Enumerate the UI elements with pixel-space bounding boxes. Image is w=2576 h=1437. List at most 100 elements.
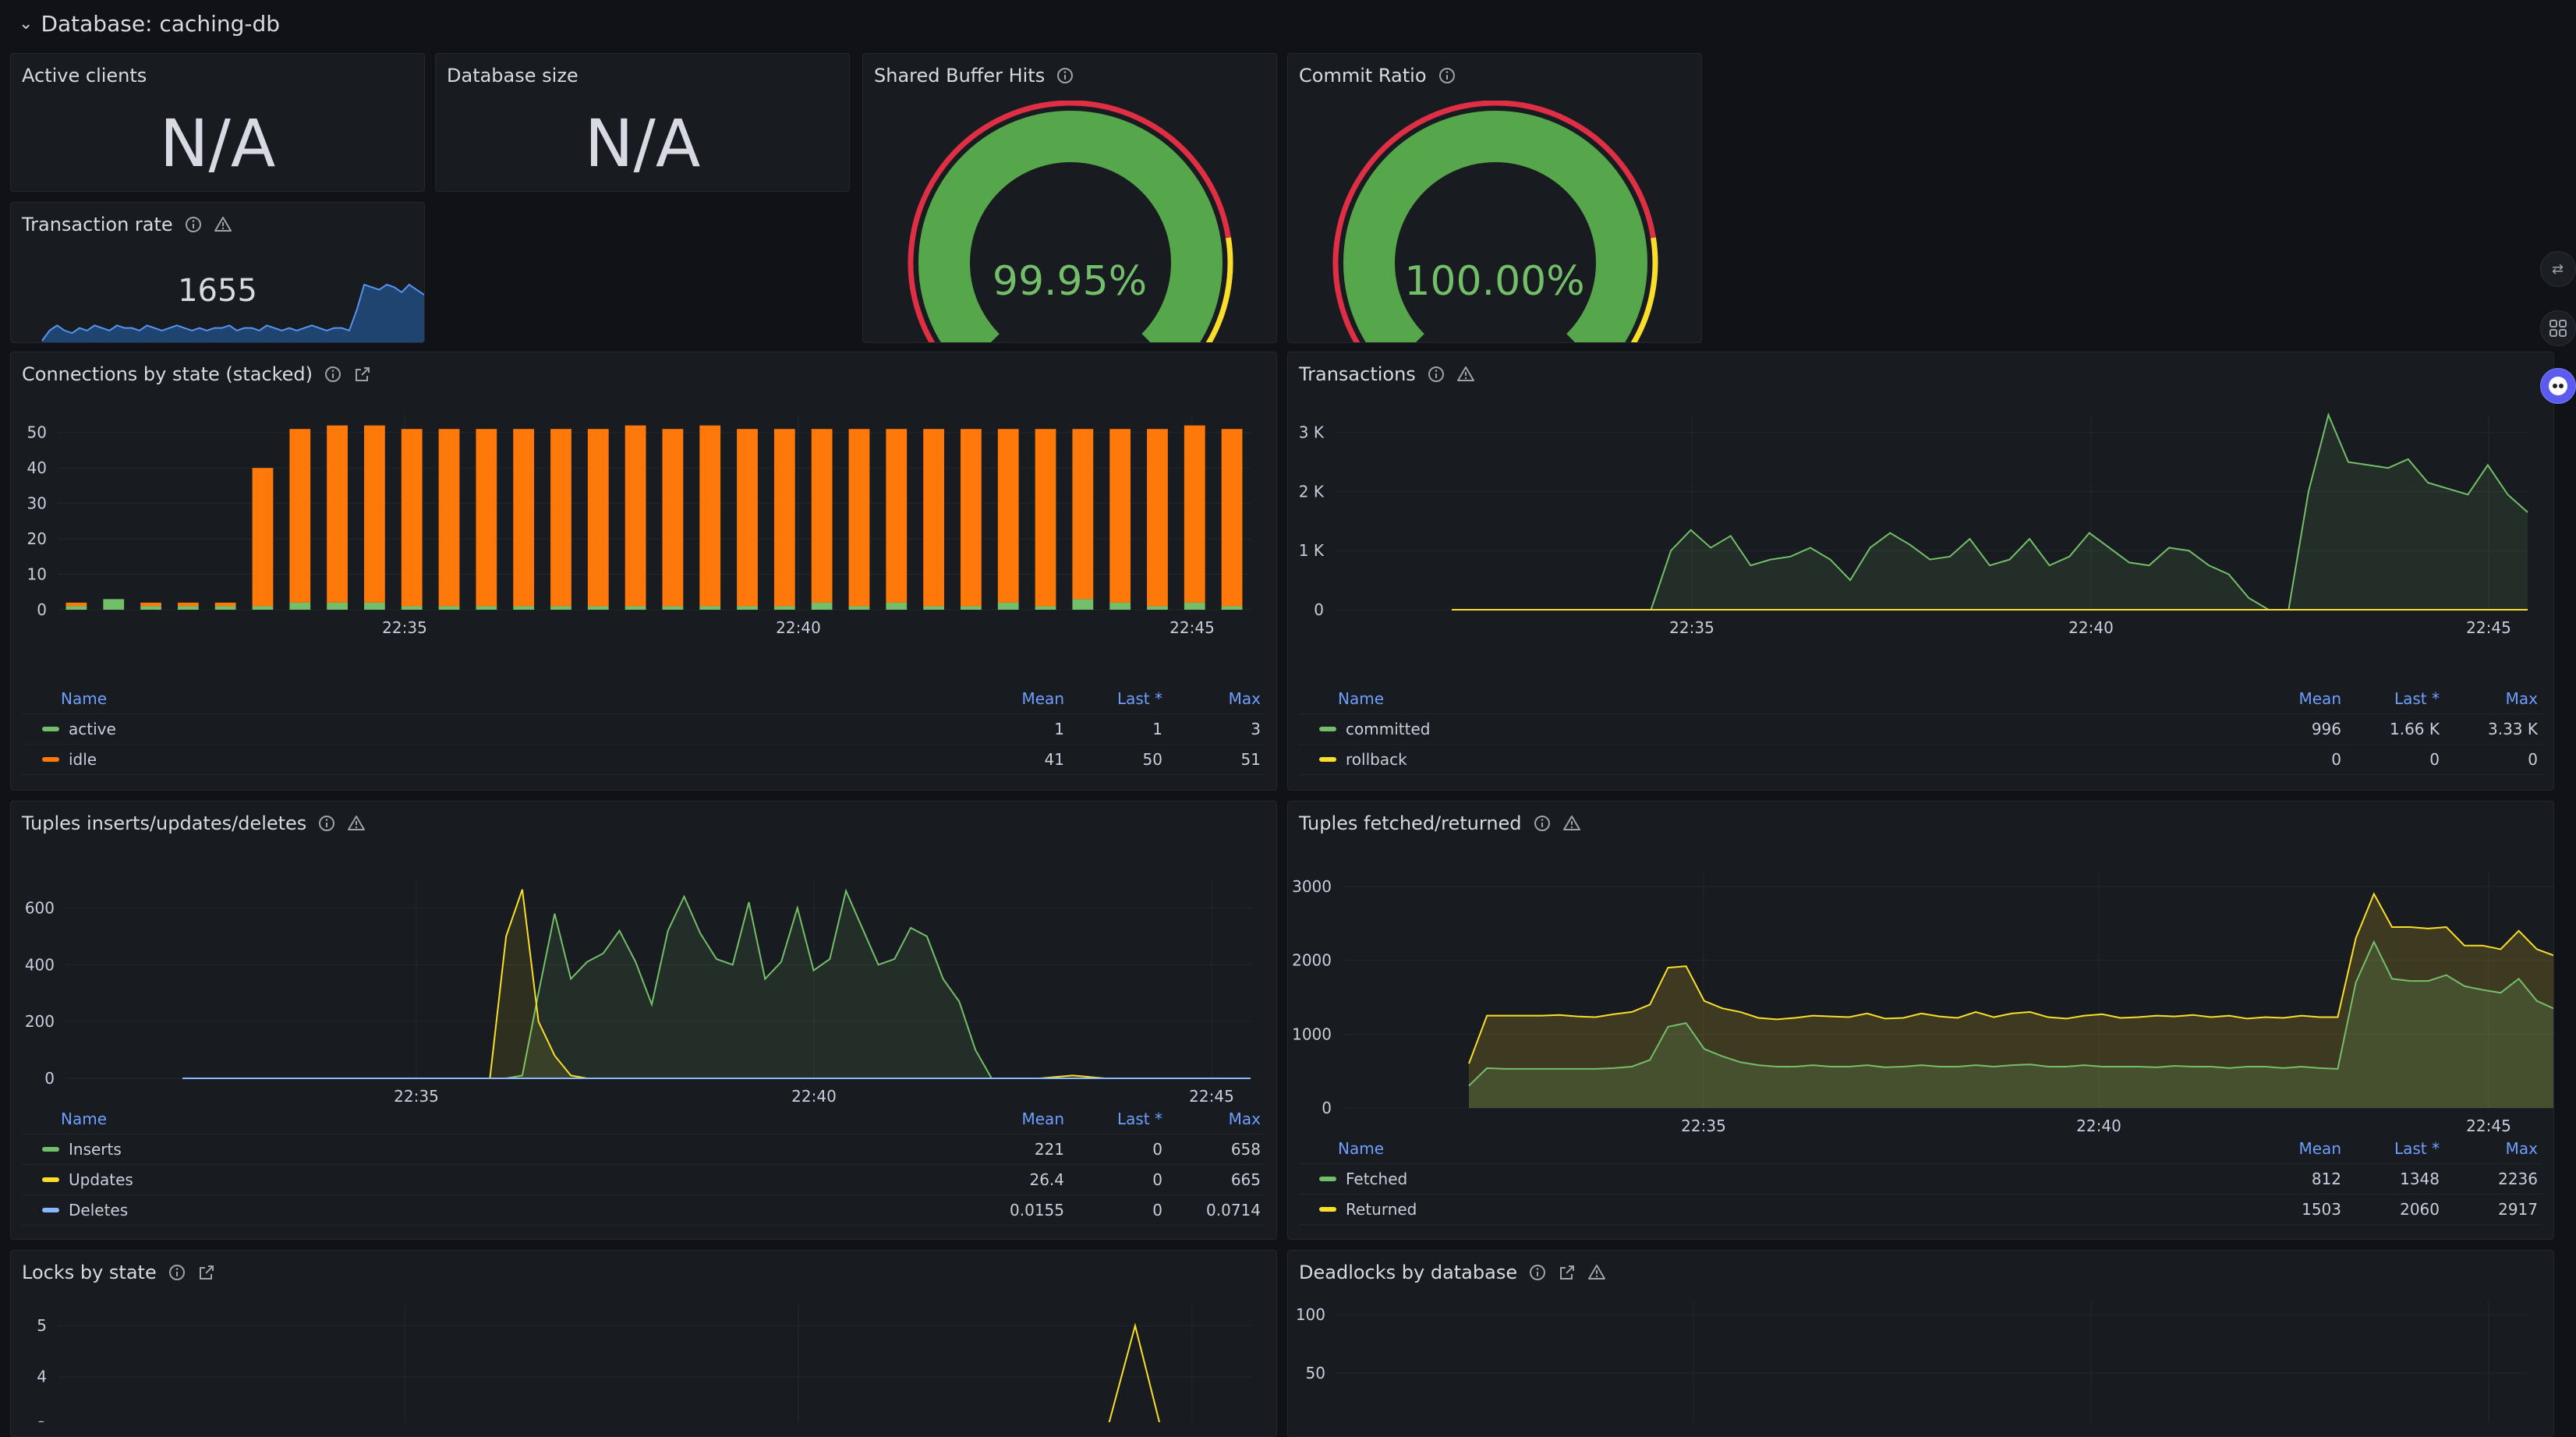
tuples-iud-legend: Name Mean Last * Max Inserts 221 0 658 Updates 26…: [22, 1104, 1265, 1226]
bar-idle: [848, 429, 870, 607]
legend-swatch: [1319, 757, 1336, 762]
panel-title: Transaction rate: [22, 214, 232, 235]
x-tick-label: 22:35: [394, 1087, 439, 1106]
database-size-panel: Database size N/A: [435, 53, 850, 192]
warning-icon[interactable]: [214, 215, 232, 234]
legend-row[interactable]: committed 996 1.66 K 3.33 K: [1299, 714, 2542, 745]
bar-active: [289, 602, 311, 610]
legend-header-name[interactable]: Name: [1338, 1139, 1385, 1158]
info-icon[interactable]: [317, 814, 336, 833]
legend-header-last[interactable]: Last *: [2394, 689, 2440, 708]
row-header[interactable]: ⌄ Database: caching-db: [19, 6, 280, 41]
legend-row[interactable]: Inserts 221 0 658: [22, 1134, 1265, 1165]
bar-active: [550, 606, 571, 610]
legend-header-last[interactable]: Last *: [1116, 689, 1162, 708]
stat-value: N/A: [159, 105, 276, 182]
legend-header-mean[interactable]: Mean: [2298, 689, 2342, 708]
legend-row[interactable]: idle 41 50 51: [22, 745, 1265, 775]
y-tick-label: 4: [37, 1368, 47, 1386]
warning-icon[interactable]: [1456, 365, 1475, 384]
info-icon[interactable]: [184, 215, 203, 234]
legend-header-max[interactable]: Max: [2505, 689, 2538, 708]
deadlocks-chart: 100 50: [1296, 1301, 2528, 1422]
legend-row[interactable]: Fetched 812 1348 2236: [1299, 1164, 2542, 1195]
legend-row[interactable]: rollback 0 0 0: [1299, 745, 2542, 775]
panel-title-text: Transaction rate: [22, 214, 173, 235]
assistant-icon[interactable]: [2540, 368, 2576, 404]
bar-idle: [140, 602, 161, 607]
legend-header-max[interactable]: Max: [2505, 1139, 2538, 1158]
info-icon[interactable]: [1056, 66, 1074, 85]
bar-active: [1221, 606, 1243, 610]
legend-row[interactable]: Updates 26.4 0 665: [22, 1165, 1265, 1195]
legend-header-max[interactable]: Max: [1228, 1110, 1261, 1128]
bar-idle: [1035, 429, 1056, 607]
apps-icon[interactable]: [2540, 310, 2576, 346]
legend-header-mean[interactable]: Mean: [1021, 1110, 1065, 1128]
warning-icon[interactable]: [1562, 814, 1581, 833]
bar-active: [252, 606, 274, 610]
legend-row[interactable]: active 1 1 3: [22, 714, 1265, 745]
info-icon[interactable]: [168, 1263, 186, 1282]
legend-series-name: Returned: [1346, 1200, 1417, 1219]
warning-icon[interactable]: [347, 814, 366, 833]
legend-swatch: [1319, 727, 1336, 731]
legend-last: 1: [1152, 720, 1162, 738]
info-icon[interactable]: [1427, 365, 1445, 384]
legend-mean: 0.0155: [1010, 1201, 1064, 1219]
bar-idle: [214, 602, 236, 607]
legend-header: Name Mean Last * Max: [22, 1104, 1265, 1134]
x-tick-label: 22:45: [1169, 618, 1215, 637]
external-link-icon[interactable]: [1558, 1263, 1576, 1282]
legend-series-name: rollback: [1346, 750, 1407, 769]
bar-active: [177, 606, 199, 610]
info-icon[interactable]: [1528, 1263, 1547, 1282]
legend-header-mean[interactable]: Mean: [2298, 1139, 2342, 1158]
gauge-chart: [1332, 101, 1658, 342]
legend-header-last[interactable]: Last *: [2394, 1139, 2440, 1158]
external-link-icon[interactable]: [353, 365, 372, 384]
gauge-threshold-yellow: [1630, 237, 1658, 342]
commit-ratio-panel: Commit Ratio 100.00%: [1287, 53, 1702, 343]
y-tick-label: 0: [1322, 1099, 1332, 1117]
connections-legend: Name Mean Last * Max active 1 1 3 idle 41 50 51: [22, 684, 1265, 775]
bar-active: [140, 606, 161, 610]
legend-last: 1.66 K: [2389, 720, 2440, 738]
bar-idle: [1184, 425, 1205, 603]
legend-header-name[interactable]: Name: [61, 1110, 108, 1128]
info-icon[interactable]: [324, 365, 342, 384]
bar-idle: [438, 429, 460, 607]
legend-last: 0: [1152, 1201, 1162, 1219]
tuples-fr-chart: 0 1000 2000 3000 22:35 22:40 22:45: [1292, 872, 2553, 1135]
legend-row[interactable]: Returned 1503 2060 2917: [1299, 1195, 2542, 1225]
y-tick-label: 1 K: [1299, 541, 1325, 560]
info-icon[interactable]: [1533, 814, 1552, 833]
legend-header-mean[interactable]: Mean: [1021, 689, 1065, 708]
legend-header-name[interactable]: Name: [1338, 689, 1385, 708]
translate-icon[interactable]: ⇄: [2540, 251, 2576, 287]
row-title: Database: caching-db: [41, 10, 281, 37]
x-tick-label: 22:45: [2466, 618, 2511, 637]
legend-mean: 812: [2311, 1170, 2341, 1188]
committed-area: [1452, 415, 2528, 610]
legend-series-name: idle: [69, 750, 97, 769]
info-icon[interactable]: [1438, 66, 1456, 85]
bar-idle: [737, 429, 758, 607]
legend-max: 2236: [2498, 1170, 2538, 1188]
external-link-icon[interactable]: [197, 1263, 216, 1282]
legend-series-name: committed: [1346, 720, 1431, 738]
legend-header-max[interactable]: Max: [1228, 689, 1261, 708]
warning-icon[interactable]: [1587, 1263, 1606, 1282]
tuples-fr-panel: Tuples fetched/returned 0 1000 2000 3000 22:…: [1287, 801, 2554, 1240]
y-tick-label: 3 K: [1299, 423, 1325, 442]
legend-max: 0.0714: [1206, 1201, 1261, 1219]
legend-max: 3.33 K: [2487, 720, 2538, 738]
legend-mean: 1503: [2302, 1200, 2341, 1219]
legend-header-name[interactable]: Name: [61, 689, 108, 708]
y-tick-label: 0: [44, 1069, 55, 1088]
bar-idle: [401, 429, 423, 607]
transaction-rate-sparkline: [41, 283, 424, 342]
legend-header-last[interactable]: Last *: [1116, 1110, 1162, 1128]
legend-max: 665: [1230, 1170, 1261, 1189]
legend-row[interactable]: Deletes 0.0155 0 0.0714: [22, 1195, 1265, 1226]
